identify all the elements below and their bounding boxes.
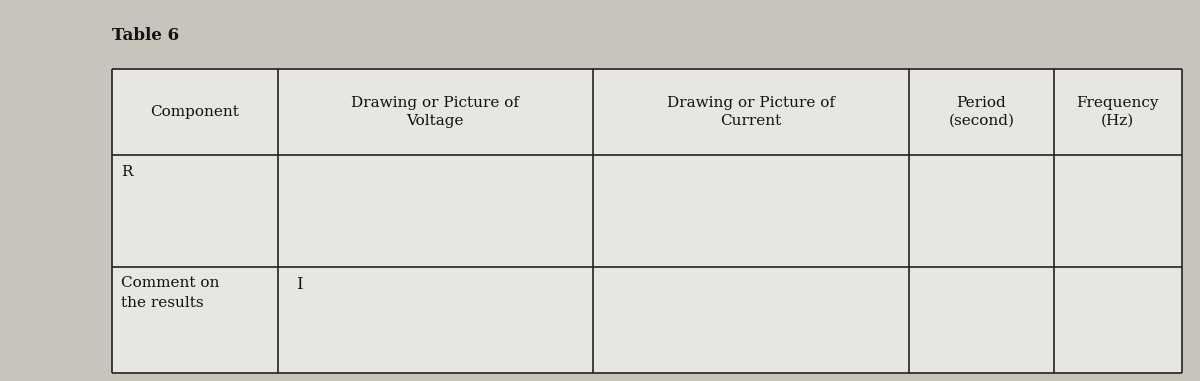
Bar <box>1054 267 1182 373</box>
Text: Table 6: Table 6 <box>112 27 179 44</box>
Bar <box>593 267 910 373</box>
Bar <box>1054 155 1182 267</box>
Text: Frequency
(Hz): Frequency (Hz) <box>1076 96 1159 128</box>
Bar <box>910 155 1054 267</box>
Text: I: I <box>295 276 302 293</box>
Bar <box>593 155 910 267</box>
Bar <box>112 155 277 267</box>
Bar <box>910 267 1054 373</box>
Bar <box>277 155 593 267</box>
Bar <box>112 267 277 373</box>
Bar <box>112 69 277 155</box>
Bar <box>593 69 910 155</box>
Bar <box>277 267 593 373</box>
Text: Component: Component <box>150 105 239 119</box>
Text: R: R <box>121 165 133 179</box>
Text: Drawing or Picture of
Voltage: Drawing or Picture of Voltage <box>352 96 520 128</box>
Bar <box>277 69 593 155</box>
Bar <box>1054 69 1182 155</box>
Text: Drawing or Picture of
Current: Drawing or Picture of Current <box>667 96 835 128</box>
Text: Comment on
the results: Comment on the results <box>121 276 220 310</box>
Text: Period
(second): Period (second) <box>948 96 1014 128</box>
Bar <box>910 69 1054 155</box>
